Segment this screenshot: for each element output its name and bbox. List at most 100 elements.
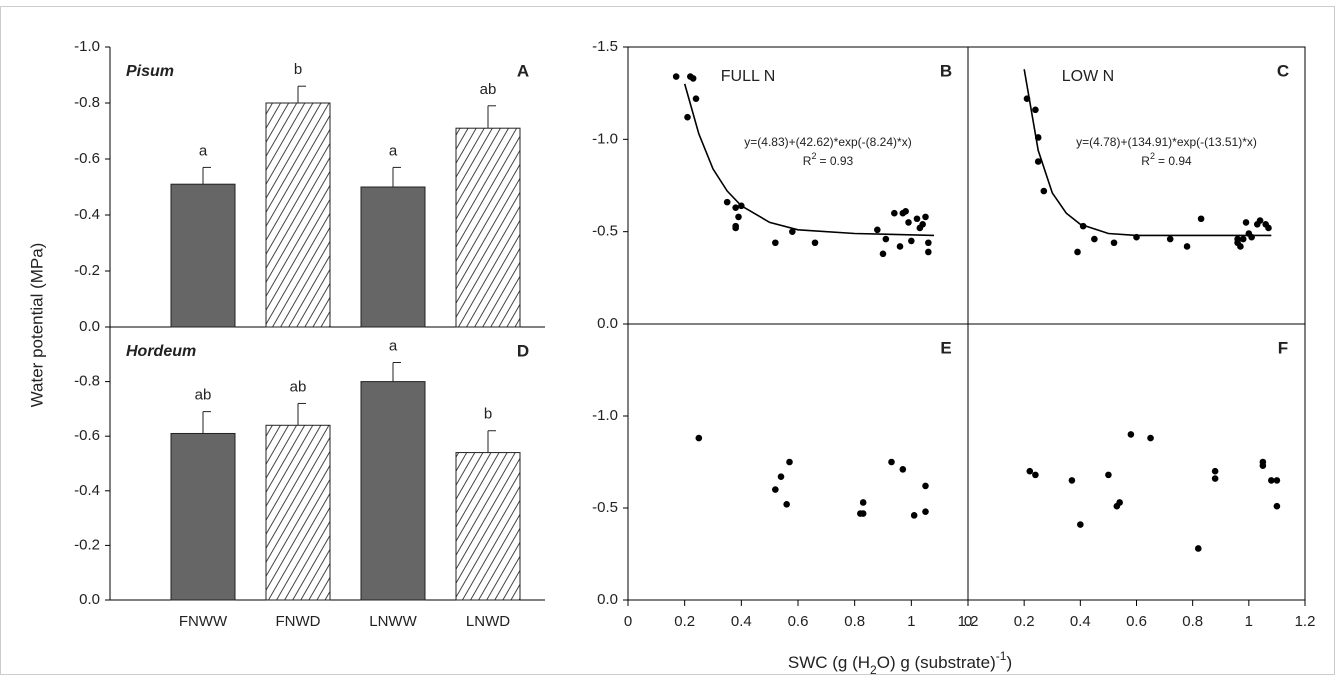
data-point	[672, 73, 680, 80]
data-point	[1147, 434, 1154, 442]
bar	[265, 102, 331, 328]
fit-r2-part: R	[1141, 154, 1150, 168]
data-point	[925, 239, 932, 247]
x-axis-title: SWC (g (H2O) g (substrate)-1)	[788, 649, 1012, 676]
significance-letter: b	[484, 406, 492, 423]
data-point	[1248, 233, 1255, 241]
data-point	[1211, 467, 1219, 475]
x-tick-label: 1	[1245, 613, 1253, 630]
y-tick-label: -1.0	[74, 38, 100, 55]
fit-r2-sup: 2	[1150, 151, 1155, 161]
data-point	[859, 499, 867, 506]
significance-letter: ab	[480, 81, 497, 98]
fit-curve	[1023, 69, 1272, 237]
data-point	[695, 434, 703, 442]
x-tick-label: 0.4	[731, 613, 752, 630]
bar	[360, 381, 426, 601]
x-tick-label: 0	[624, 613, 632, 630]
data-point	[922, 508, 929, 515]
data-point	[811, 239, 819, 247]
data-point	[891, 209, 898, 217]
data-point	[1068, 477, 1076, 484]
y-tick-label: -0.5	[592, 499, 618, 516]
data-point	[1273, 502, 1281, 510]
data-point	[1183, 243, 1191, 250]
data-point	[1105, 471, 1112, 479]
panel-label: E	[940, 338, 951, 357]
data-point	[1034, 158, 1042, 165]
x-tick-label: 0.8	[844, 613, 865, 630]
panel-frame	[967, 323, 1306, 601]
y-tick-label: 0.0	[597, 591, 618, 608]
data-point	[1077, 521, 1084, 528]
y-tick-label: 0.0	[79, 318, 100, 335]
data-point	[902, 208, 909, 215]
data-point	[777, 473, 785, 481]
x-tick-label: 0.4	[1070, 613, 1091, 630]
y-tick-label: 0.0	[79, 591, 100, 608]
y-tick-label: -0.6	[74, 150, 100, 167]
x-axis-title-part: SWC (g (H	[788, 653, 870, 672]
data-point	[689, 75, 697, 82]
data-point	[1211, 475, 1219, 482]
data-point	[1197, 215, 1205, 223]
data-point	[783, 501, 790, 508]
x-tick-label: 0.2	[1014, 613, 1035, 630]
data-point	[922, 482, 929, 490]
x-tick-label: 0.8	[1182, 613, 1203, 630]
data-point	[896, 243, 904, 250]
data-point	[692, 95, 700, 103]
y-tick-label: -0.2	[74, 262, 100, 279]
data-point	[772, 486, 779, 493]
x-tick-label: 1.2	[1295, 613, 1316, 630]
data-point	[1074, 248, 1081, 256]
data-point	[786, 458, 793, 466]
data-point	[1110, 239, 1118, 247]
x-tick-label: LNWD	[466, 613, 510, 630]
data-point	[1079, 222, 1087, 230]
panel-frame	[627, 323, 969, 601]
data-point	[1023, 95, 1031, 103]
data-point	[1032, 106, 1039, 114]
bar	[265, 424, 331, 601]
y-tick-label: -1.0	[592, 130, 618, 147]
panel-title: FULL N	[721, 68, 776, 85]
x-axis-title-part: O) g (substrate)	[877, 653, 996, 672]
panel-label: F	[1278, 338, 1288, 357]
data-point	[738, 202, 745, 210]
data-point	[1040, 187, 1048, 195]
y-tick-label: -1.5	[592, 38, 618, 55]
data-point	[684, 113, 691, 121]
data-point	[905, 219, 912, 226]
x-axis-title-part: )	[1006, 653, 1012, 672]
panel-label: D	[517, 341, 529, 360]
y-tick-label: -0.8	[74, 373, 100, 390]
x-tick-label: 0.6	[788, 613, 809, 630]
y-tick-label: -1.0	[592, 407, 618, 424]
fit-equation: y=(4.83)+(42.62)*exp(-(8.24)*x)	[744, 135, 911, 149]
data-point	[735, 213, 742, 221]
x-tick-label: 0.2	[674, 613, 695, 630]
data-point	[1133, 233, 1140, 241]
data-point	[1256, 217, 1264, 224]
significance-letter: ab	[195, 387, 212, 404]
significance-letter: a	[389, 337, 398, 354]
data-point	[1116, 499, 1123, 506]
x-axis-title-sup: -1	[996, 649, 1007, 663]
x-tick-label: 0	[964, 613, 972, 630]
significance-letter: a	[199, 142, 208, 159]
x-axis-title-sub: 2	[870, 663, 877, 676]
fit-equation: y=(4.78)+(134.91)*exp(-(13.51)*x)	[1076, 135, 1257, 149]
data-point	[908, 237, 915, 245]
x-tick-label: FNWW	[179, 613, 228, 630]
y-tick-label: -0.2	[74, 536, 100, 553]
fit-r2: R2 = 0.93	[803, 151, 854, 168]
data-point	[1265, 224, 1272, 232]
species-label: Pisum	[126, 63, 174, 80]
panel-frame	[627, 46, 969, 325]
fit-r2-part: R	[803, 154, 812, 168]
species-label: Hordeum	[126, 343, 196, 360]
data-point	[913, 215, 921, 223]
x-tick-label: FNWD	[276, 613, 321, 630]
data-point	[1166, 235, 1174, 243]
